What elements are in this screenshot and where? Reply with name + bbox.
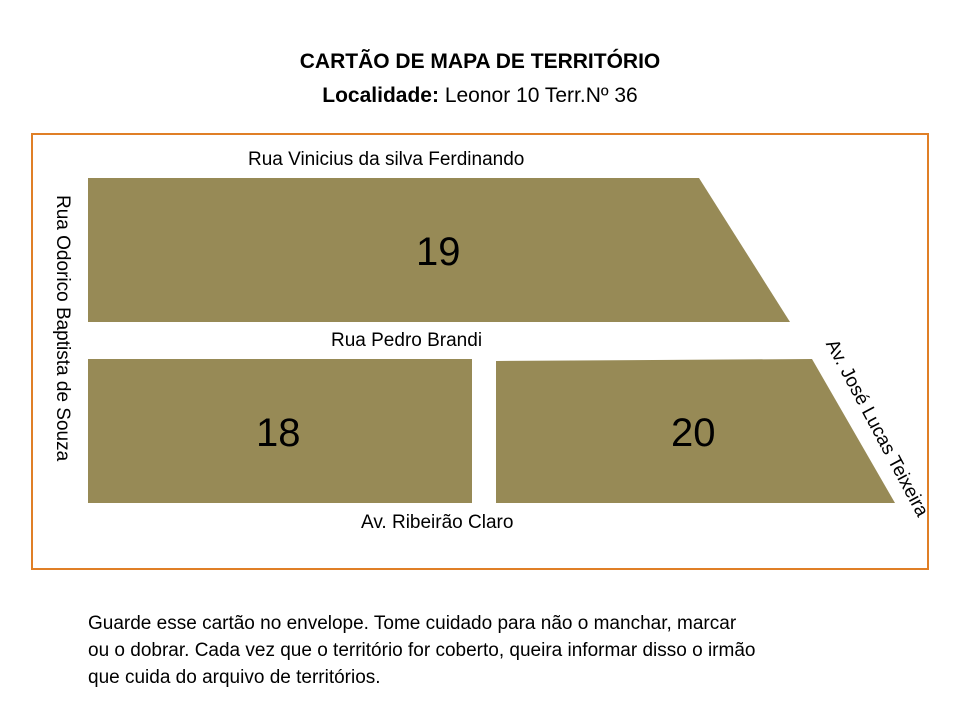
note-line-2: ou o dobrar. Cada vez que o território f… — [88, 640, 756, 661]
street-bottom-label: Av. Ribeirão Claro — [361, 512, 514, 533]
locality-label: Localidade: — [322, 84, 439, 107]
street-left-label: Rua Odorico Baptista de Souza — [52, 195, 73, 462]
block-18-number: 18 — [256, 411, 301, 455]
locality-value: Leonor 10 Terr.Nº 36 — [444, 84, 638, 107]
instructions-note: Guarde esse cartão no envelope. Tome cui… — [88, 610, 908, 691]
locality-line: Localidade: Leonor 10 Terr.Nº 36 — [0, 84, 960, 108]
block-20-number: 20 — [671, 411, 716, 455]
block-19-number: 19 — [416, 230, 461, 274]
block-19-shape — [88, 178, 790, 322]
block-18-shape — [88, 359, 472, 503]
card-title: CARTÃO DE MAPA DE TERRITÓRIO — [299, 50, 661, 73]
map-frame — [31, 133, 929, 570]
note-line-3: que cuida do arquivo de territórios. — [88, 667, 381, 688]
note-line-1: Guarde esse cartão no envelope. Tome cui… — [88, 613, 737, 634]
block-20-shape — [496, 359, 895, 503]
street-top-label: Rua Vinicius da silva Ferdinando — [248, 149, 525, 170]
street-middle-label: Rua Pedro Brandi — [331, 330, 483, 351]
